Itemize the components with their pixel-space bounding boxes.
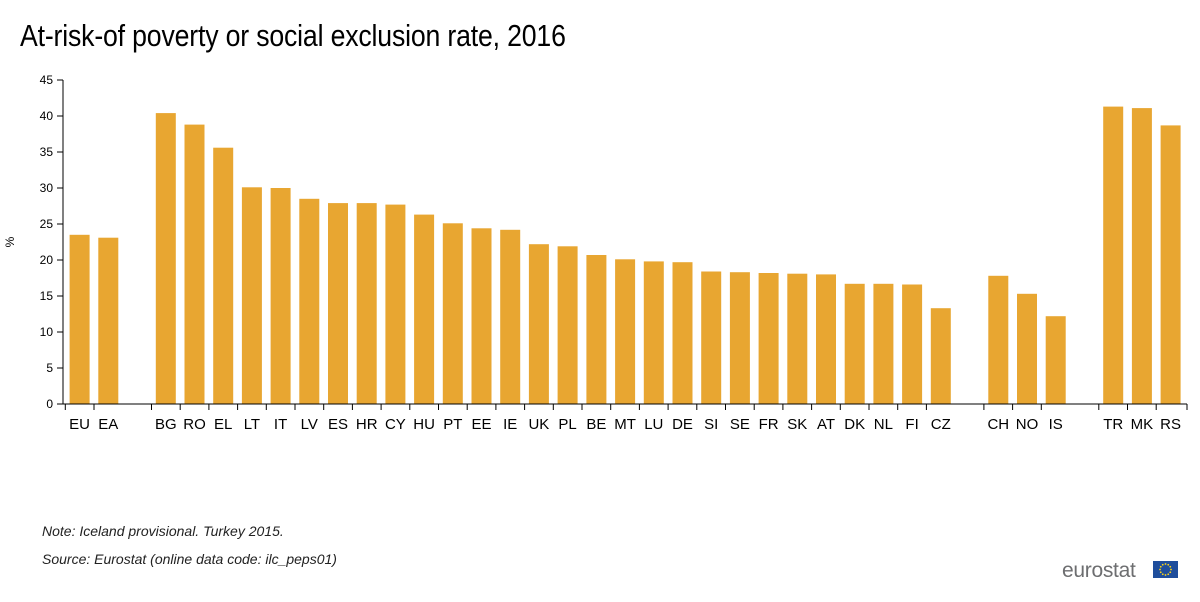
x-tick-label: IT [274,416,287,433]
x-tick-label: NO [1016,416,1039,433]
x-tick-label: HU [413,416,435,433]
x-axis: EU EA BG RO EL LT IT LV ES HR CY HU PT EE IE UK PL BE MT LU… [63,403,1188,433]
y-tick-label: 30 [40,181,54,195]
eurostat-logo-text: eurostat [1062,559,1136,582]
bar-lv [299,198,320,404]
x-tick-label: UK [528,416,549,433]
bar-tr [1103,106,1124,404]
bar-es [328,203,348,404]
x-tick-label: HR [356,416,378,433]
x-tick-label: MT [614,416,636,433]
x-tick-label: PL [558,416,576,433]
x-tick-label: LT [244,416,260,433]
x-tick-label: FR [759,416,779,433]
y-tick-label: 45 [40,73,54,87]
bar-cy [385,204,406,404]
y-tick-label: 10 [40,325,54,339]
x-tick-label: TR [1103,416,1123,433]
y-tick-label: 0 [46,397,53,411]
y-tick-label: 25 [40,217,54,231]
chart-title: At-risk-of poverty or social exclusion r… [20,18,566,53]
x-tick-label: CH [987,416,1009,433]
bar-hu [414,214,435,404]
bar-mk [1131,108,1152,404]
bar-is [1045,316,1066,404]
bar-be [586,255,607,404]
bar-cz [930,308,951,404]
bar-bg [155,113,176,404]
bar-ea [98,237,119,404]
bars [69,106,1181,405]
y-tick-label: 20 [40,253,54,267]
bar-fi [902,284,923,404]
chart-source: Source: Eurostat (online data code: ilc_… [42,551,337,567]
x-tick-label: EU [69,416,90,433]
x-tick-label: BG [155,416,177,433]
x-tick-label: IE [503,416,517,433]
bar-it [270,188,291,404]
bar-sk [787,273,808,404]
bar-hr [356,203,377,404]
x-tick-label: SE [730,416,750,433]
x-tick-label: DE [672,416,693,433]
bar-rs [1160,125,1181,405]
x-tick-label: RS [1160,416,1181,433]
y-tick-label: 15 [40,289,54,303]
x-tick-label: PT [443,416,462,433]
bar-ie [500,229,521,404]
bar-nl [873,283,894,404]
x-tick-label: SK [787,416,807,433]
bar-de [672,262,693,404]
x-tick-label: CZ [931,416,951,433]
x-tick-label: DK [844,416,865,433]
bar-dk [844,283,865,404]
x-tick-label: BE [586,416,606,433]
x-tick-label: ES [328,416,348,433]
bar-uk [528,244,549,404]
bar-ee [471,228,492,404]
bar-si [701,271,722,404]
y-tick-label: 35 [40,145,54,159]
bar-chart: % 0 5 10 15 20 25 30 35 40 45 EU EA BG RO EL LT IT LV ES H… [3,73,1188,433]
x-tick-label: RO [183,416,206,433]
bar-fr [758,273,779,404]
bar-el [213,147,234,404]
bar-ch [988,275,1009,404]
bar-no [1017,293,1037,404]
x-tick-label: NL [874,416,893,433]
bar-se [729,272,750,404]
x-tick-label: EL [214,416,232,433]
bar-lt [241,187,262,404]
x-tick-label: LU [644,416,663,433]
y-tick-label: 40 [40,109,54,123]
x-tick-label: EE [471,416,491,433]
y-axis: 0 5 10 15 20 25 30 35 40 45 [40,73,64,411]
bar-pt [442,223,463,404]
x-tick-label: CY [385,416,406,433]
bar-lu [643,261,664,404]
y-axis-label: % [3,236,17,247]
bar-eu [69,234,90,404]
bar-mt [615,259,636,404]
x-tick-label: MK [1131,416,1154,433]
x-tick-label: LV [301,416,318,433]
x-tick-label: AT [817,416,835,433]
x-tick-label: SI [704,416,718,433]
y-tick-label: 5 [46,361,53,375]
eu-flag-icon [1153,561,1178,578]
x-tick-label: FI [905,416,918,433]
bar-at [816,274,836,404]
bar-ro [184,124,205,404]
x-tick-label: EA [98,416,118,433]
x-tick-label: IS [1049,416,1063,433]
bar-pl [557,246,578,404]
chart-note: Note: Iceland provisional. Turkey 2015. [42,523,284,539]
